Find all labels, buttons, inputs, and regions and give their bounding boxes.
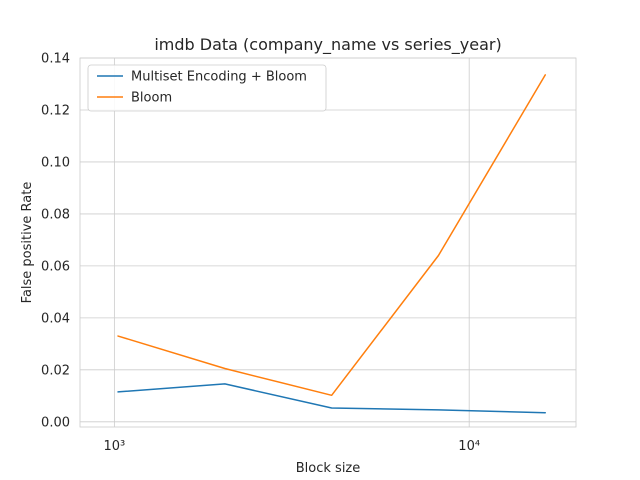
y-tick-label: 0.00 [41,415,70,430]
y-tick-label: 0.02 [41,363,70,378]
legend-label-bloom: Bloom [131,91,172,106]
x-tick-label: 10⁴ [458,439,480,454]
legend-label-multiset-encoding-bloom: Multiset Encoding + Bloom [131,70,307,85]
y-tick-label: 0.04 [41,311,70,326]
legend: Multiset Encoding + Bloom Bloom [87,64,327,112]
legend-box [87,64,327,112]
series-line-bloom [117,74,547,397]
y-tick-label: 0.06 [41,259,70,274]
y-tick-label: 0.12 [41,103,70,118]
tick-labels: 0.00 0.02 0.04 0.06 0.08 0.10 0.12 0.14 10³ 10⁴ [41,52,480,455]
y-tick-label: 0.14 [41,52,70,67]
series-layer [117,74,547,414]
y-axis-label: False positive Rate [20,182,35,304]
plot-frame [79,57,577,428]
y-tick-label: 0.10 [41,155,70,170]
y-tick-label: 0.08 [41,207,70,222]
x-axis-label: Block size [296,461,361,476]
series-line-multiset-encoding-bloom [117,383,547,414]
grid [80,57,576,427]
chart-title: imdb Data (company_name vs series_year) [154,35,501,55]
x-tick-label: 10³ [104,439,126,454]
